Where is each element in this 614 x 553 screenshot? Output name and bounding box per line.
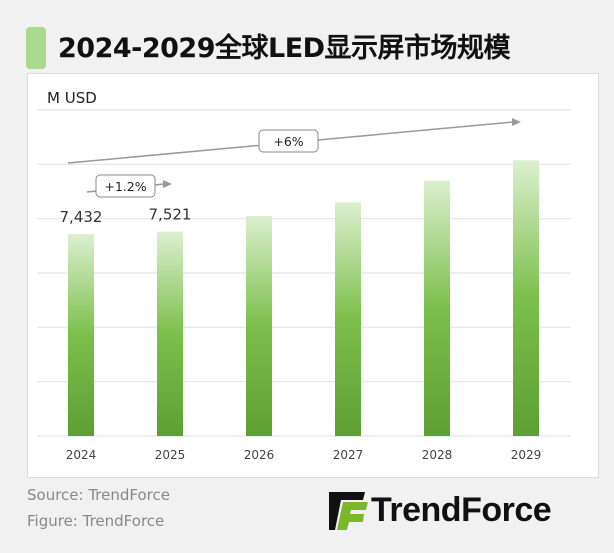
- trendforce-logo-icon: [329, 492, 368, 530]
- bar-2025: [157, 231, 183, 436]
- x-tick-label: 2026: [244, 448, 275, 462]
- bar-2026: [246, 215, 272, 436]
- x-tick-label: 2024: [66, 448, 97, 462]
- x-tick-label: 2027: [333, 448, 364, 462]
- cagr-short-label-box: [95, 174, 156, 198]
- x-tick-label: 2029: [511, 448, 542, 462]
- x-tick-label: 2025: [155, 448, 186, 462]
- cagr-long-arrowhead-icon: [512, 118, 521, 126]
- bar-2029: [513, 160, 539, 436]
- data-label: 7,521: [149, 206, 192, 224]
- cagr-long-label: +6%: [273, 134, 303, 149]
- figure-text: Figure: TrendForce: [27, 512, 165, 530]
- page-title: 2024-2029全球LED显示屏市场规模: [58, 33, 511, 64]
- cagr-short-label: +1.2%: [104, 179, 146, 194]
- y-axis-label: M USD: [47, 89, 97, 107]
- cagr-long-label-box: [258, 129, 319, 153]
- bar-2028: [424, 180, 450, 436]
- title-accent-bar: [26, 27, 46, 69]
- bar-2027: [335, 202, 361, 436]
- trendforce-logo: TrendForce: [371, 491, 552, 529]
- source-text: Source: TrendForce: [27, 486, 170, 504]
- x-tick-label: 2028: [422, 448, 453, 462]
- data-label: 7,432: [60, 208, 103, 226]
- cagr-short-arrowhead-icon: [163, 180, 172, 188]
- bar-2024: [68, 234, 94, 436]
